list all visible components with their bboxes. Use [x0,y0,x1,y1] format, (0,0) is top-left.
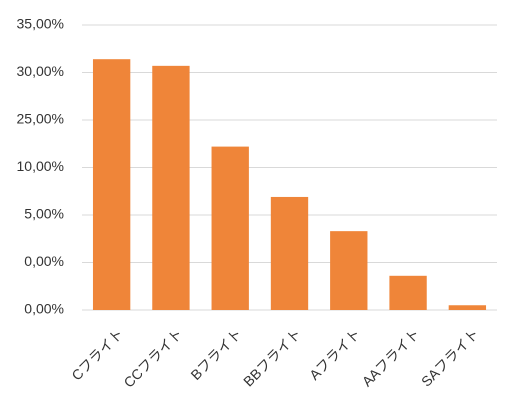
x-tick-label: SAフライト [418,325,482,389]
y-tick-label: 30,00% [17,63,64,79]
bar [92,59,131,311]
y-tick-label: 5,00% [24,206,64,222]
y-tick-label: 0,00% [24,253,64,269]
x-tick-label: BBフライト [240,325,304,389]
y-tick-label: 25,00% [17,111,64,127]
x-tick-label: AAフライト [359,325,423,389]
bar [152,65,190,310]
bar [389,275,427,310]
y-tick-label: 35,00% [17,16,64,32]
x-tick-label: Cフライト [68,325,126,383]
y-tick-label: 10,00% [17,158,64,174]
x-tick-label: Bフライト [187,325,245,383]
y-tick-label: 0,00% [24,301,64,317]
bar [330,231,368,310]
bar [448,305,487,310]
x-tick-label: CCフライト [120,325,185,390]
bar [270,196,309,310]
bar [211,146,249,310]
x-tick-label: Aフライト [306,325,364,383]
